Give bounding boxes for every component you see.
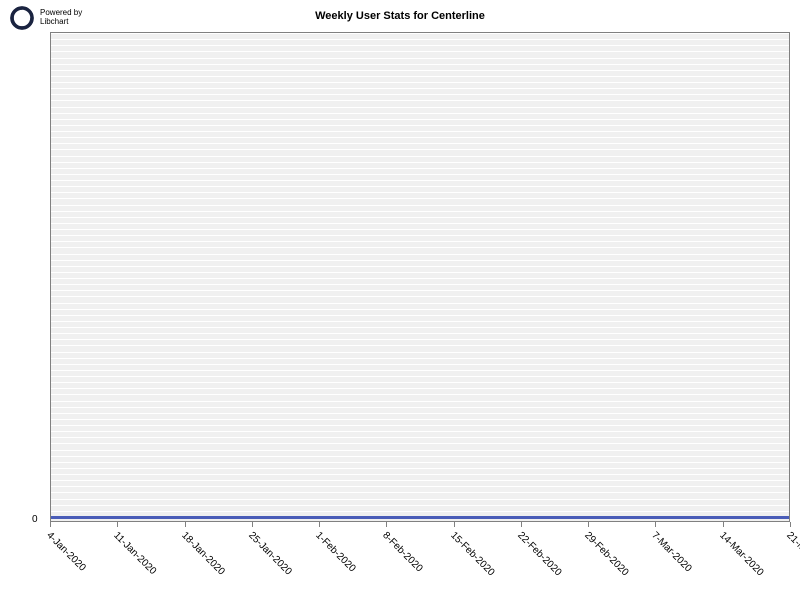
grid-lines — [51, 33, 789, 521]
y-tick-label: 0 — [32, 514, 38, 525]
x-tick-label: 18-Jan-2020 — [179, 530, 226, 577]
x-tick-label: 7-Mar-2020 — [650, 530, 694, 574]
x-tick-label: 21-Mar-2020 — [784, 530, 800, 578]
x-tick-label: 8-Feb-2020 — [381, 530, 425, 574]
x-tick-label: 22-Feb-2020 — [515, 530, 563, 578]
x-tick-label: 29-Feb-2020 — [582, 530, 630, 578]
chart-title: Weekly User Stats for Centerline — [0, 10, 800, 22]
x-tick-label: 11-Jan-2020 — [111, 530, 158, 577]
x-tick-label: 14-Mar-2020 — [717, 530, 765, 578]
x-tick-label: 25-Jan-2020 — [246, 530, 293, 577]
data-line — [51, 516, 789, 519]
x-tick-label: 4-Jan-2020 — [44, 530, 88, 574]
x-tick-label: 15-Feb-2020 — [448, 530, 496, 578]
x-tick-label: 1-Feb-2020 — [313, 530, 357, 574]
plot-area — [50, 32, 790, 522]
